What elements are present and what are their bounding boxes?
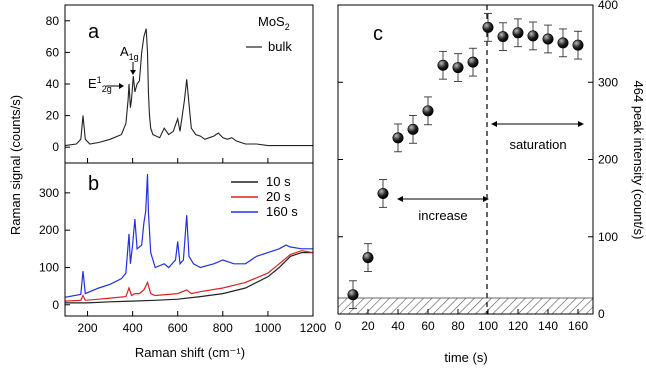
panel-b-series-2: [64, 174, 313, 298]
panel-b-frame: [64, 162, 314, 317]
data-point: [392, 132, 404, 144]
panel-c-points: [347, 13, 584, 310]
panel-b-ytick-label: 0: [52, 298, 59, 312]
data-point: [482, 21, 494, 33]
left-x-axis-label: Raman shift (cm⁻¹): [135, 345, 245, 360]
data-point: [347, 289, 359, 301]
panel-a-ticks: 0 20 40 60 80: [46, 14, 269, 163]
panel-b-xtick-label: 400: [123, 321, 143, 335]
panel-b-legend-label: 20 s: [266, 189, 291, 204]
panel-c-ytick-label: 200: [598, 153, 618, 167]
data-point: [572, 39, 584, 51]
a1g-arrow-head: [130, 70, 136, 75]
panel-b-xtick-label: 1200: [300, 321, 327, 335]
data-point: [362, 252, 374, 264]
data-point: [557, 37, 569, 49]
data-point: [422, 105, 434, 117]
panel-b-xtick-label: 1000: [255, 321, 282, 335]
a1g-label: A1g: [120, 44, 139, 62]
panel-c-xtick-label: 60: [421, 319, 435, 333]
panel-b-xtick-label: 200: [78, 321, 98, 335]
panel-b-series-0: [65, 252, 313, 304]
panel-c-ticks: 0 20 40 60 80 100 120 140 160 0 100 200 300 400: [335, 0, 619, 333]
saturation-arrow-left-head: [491, 121, 497, 127]
panel-c-frame: [337, 4, 594, 315]
e12g-arrow-head: [119, 83, 124, 89]
panel-a-ytick-label: 20: [46, 109, 60, 123]
data-point: [437, 59, 449, 71]
saturation-arrow-right-head: [578, 121, 584, 127]
panel-b-xtick-label: 800: [213, 321, 233, 335]
data-point: [452, 62, 464, 74]
data-point: [527, 30, 539, 42]
panel-c-ytick-label: 0: [598, 307, 605, 321]
right-y-axis-label: 464 peak intensity (count/s): [631, 81, 646, 240]
panel-b-legend-label: 160 s: [266, 204, 298, 219]
panel-c-xtick-label: 160: [568, 319, 588, 333]
data-point: [542, 33, 554, 45]
data-point: [377, 187, 389, 199]
panel-a-ytick-label: 80: [46, 14, 60, 28]
panel-c: 0 20 40 60 80 100 120 140 160 0 100 200 300 400 c inc…: [335, 0, 619, 333]
panel-a-series-0: [64, 28, 313, 147]
panel-c-ytick-label: 100: [598, 230, 618, 244]
panel-b-ticks: 0 100 200 300 200 400 600 800 1000 1200: [39, 186, 327, 335]
panel-a-ytick-label: 0: [52, 140, 59, 154]
panel-a-series: [64, 28, 313, 147]
data-point: [497, 31, 509, 43]
panel-b-ytick-label: 300: [39, 186, 59, 200]
panel-c-xtick-label: 40: [391, 319, 405, 333]
panel-b-xtick-label: 600: [168, 321, 188, 335]
panel-b: 0 100 200 300 200 400 600 800 1000 1200 b 10 s20 …: [39, 162, 327, 335]
right-x-axis-label: time (s): [444, 350, 487, 365]
panel-c-xtick-label: 20: [361, 319, 375, 333]
data-point: [512, 27, 524, 39]
panel-c-xtick-label: 100: [478, 319, 498, 333]
panel-b-ytick-label: 200: [39, 223, 59, 237]
panel-a-ytick-label: 60: [46, 45, 60, 59]
panel-c-ytick-label: 300: [598, 75, 618, 89]
panel-a-ytick-label: 40: [46, 77, 60, 91]
panel-b-ytick-label: 100: [39, 260, 59, 274]
increase-arrow-right-head: [483, 196, 489, 202]
panel-b-legend-label: 10 s: [266, 174, 291, 189]
panel-c-letter: c: [373, 23, 383, 45]
panel-b-series: [64, 174, 314, 304]
panel-c-xtick-label: 80: [451, 319, 465, 333]
panel-a-material-label: MoS2: [258, 14, 290, 32]
panel-b-series-1: [64, 250, 314, 302]
panel-a-legend-label: bulk: [268, 39, 292, 54]
panel-c-xtick-label: 140: [538, 319, 558, 333]
increase-arrow-left-head: [397, 196, 403, 202]
panel-c-ytick-label: 400: [598, 0, 618, 12]
panel-c-xtick-label: 0: [335, 319, 342, 333]
saturation-label: saturation: [509, 137, 566, 152]
data-point: [407, 123, 419, 135]
e12g-label: E12g: [88, 75, 112, 94]
increase-label: increase: [418, 208, 467, 223]
panel-a-letter: a: [88, 21, 100, 43]
panel-c-xtick-label: 120: [508, 319, 528, 333]
panel-b-letter: b: [88, 173, 99, 195]
panel-a: 0 20 40 60 80 a MoS2 bulk A1g E12g: [46, 4, 314, 164]
data-point: [467, 56, 479, 68]
hatched-noise-band: [337, 297, 594, 315]
left-y-axis-label: Raman signal (counts/s): [8, 95, 23, 235]
